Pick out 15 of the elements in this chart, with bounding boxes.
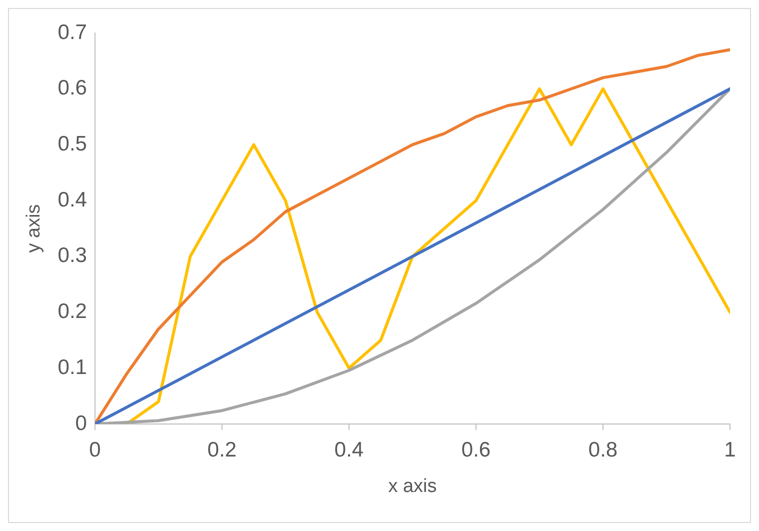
x-tick-label: 0.2 — [207, 438, 237, 462]
y-tick-label: 0.6 — [58, 76, 87, 100]
y-tick-label: 0.4 — [58, 188, 88, 212]
y-tick-label: 0.5 — [58, 132, 87, 156]
y-tick-label: 0 — [75, 412, 87, 435]
x-axis-title: x axis — [388, 476, 437, 497]
y-tick-label: 0.2 — [58, 300, 87, 324]
y-tick-label: 0.7 — [58, 20, 87, 44]
y-axis-title: y axis — [24, 204, 45, 253]
x-tick-label: 0.4 — [334, 438, 364, 462]
x-tick-label: 1 — [724, 438, 736, 462]
y-tick-label: 0.3 — [58, 244, 87, 268]
x-tick-label: 0.6 — [461, 438, 491, 462]
x-tick-label: 0.8 — [588, 438, 618, 462]
y-tick-label: 0.1 — [58, 356, 87, 379]
